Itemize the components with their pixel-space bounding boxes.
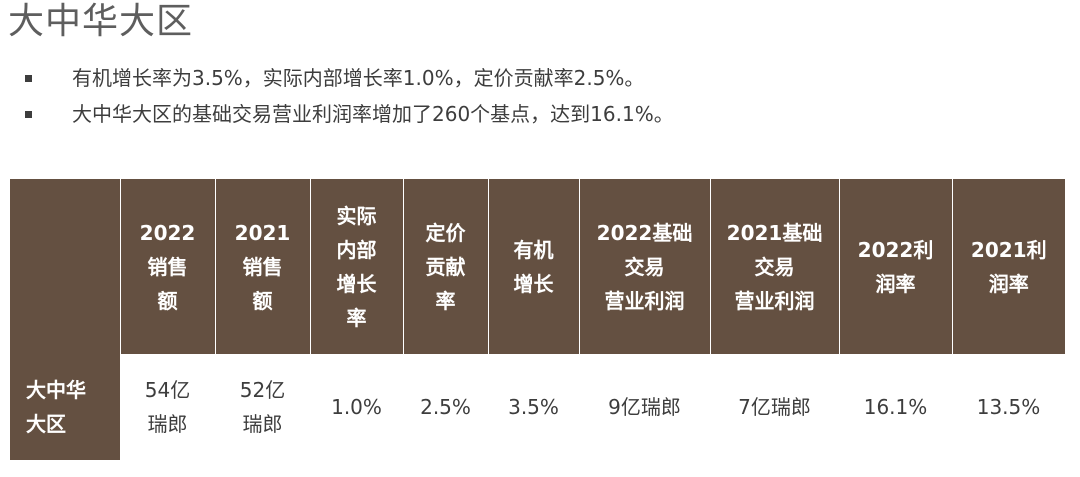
cell-real-internal-growth: 1.0% (331, 395, 382, 419)
header-cell-2022-sales: 2022 销售 额 (120, 179, 216, 354)
table-row: 大中华 大区 54亿 瑞郎 52亿 瑞郎 1.0% 2.5% 3.5% 9亿瑞郎 (10, 354, 1065, 460)
bullet-text: 大中华大区的基础交易营业利润率增加了260个基点，达到16.1%。 (72, 102, 674, 126)
cell-2022-sales: 54亿 瑞郎 (144, 378, 191, 436)
bullet-list: 有机增长率为3.5%，实际内部增长率1.0%，定价贡献率2.5%。 大中华大区的… (20, 60, 674, 132)
cell-2022-trading-profit: 9亿瑞郎 (608, 395, 681, 419)
cell-2022-margin: 16.1% (863, 395, 928, 419)
header-cell-2021-margin: 2021利 润率 (952, 179, 1065, 354)
header-cell-organic-growth: 有机 增长 (488, 179, 580, 354)
header-cell-pricing-contribution: 定价 贡献 率 (403, 179, 489, 354)
bullet-square-icon (25, 75, 32, 82)
header-cell-real-internal-growth: 实际 内部 增长 率 (310, 179, 404, 354)
cell-organic-growth: 3.5% (508, 395, 559, 419)
cell-2021-trading-profit: 7亿瑞郎 (738, 395, 811, 419)
header-cell-2022-margin: 2022利 润率 (839, 179, 953, 354)
bullet-square-icon (25, 111, 32, 118)
cell-2021-sales: 52亿 瑞郎 (239, 378, 286, 436)
header-cell-empty (10, 179, 121, 354)
bullet-item: 有机增长率为3.5%，实际内部增长率1.0%，定价贡献率2.5%。 (20, 60, 674, 96)
bullet-text: 有机增长率为3.5%，实际内部增长率1.0%，定价贡献率2.5%。 (72, 66, 645, 90)
header-cell-2021-trading-profit: 2021基础 交易 营业利润 (710, 179, 840, 354)
header-cell-2022-trading-profit: 2022基础 交易 营业利润 (579, 179, 711, 354)
header-cell-2021-sales: 2021 销售 额 (215, 179, 311, 354)
table-header-row: 2022 销售 额 2021 销售 额 实际 内部 增长 率 定价 贡献 率 有 (10, 179, 1065, 354)
bullet-item: 大中华大区的基础交易营业利润率增加了260个基点，达到16.1%。 (20, 96, 674, 132)
page-title: 大中华大区 (8, 1, 194, 42)
cell-2021-margin: 13.5% (976, 395, 1041, 419)
results-table: 2022 销售 额 2021 销售 额 实际 内部 增长 率 定价 贡献 率 有 (10, 179, 1065, 460)
cell-pricing-contribution: 2.5% (420, 395, 471, 419)
row-label-greater-china: 大中华 大区 (10, 354, 120, 460)
